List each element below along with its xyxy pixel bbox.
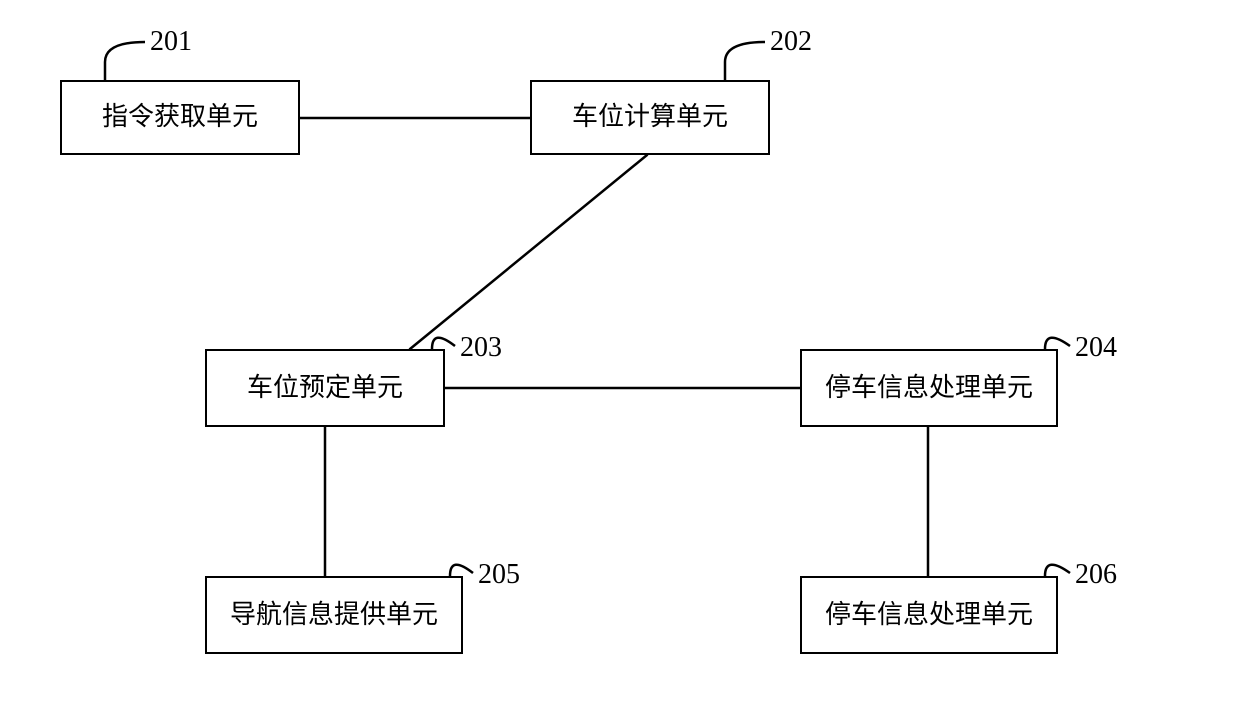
callout-hook-205 (450, 565, 473, 576)
node-label: 导航信息提供单元 (224, 595, 444, 636)
node-instruction-acquisition-unit: 指令获取单元 (60, 80, 300, 155)
node-parking-info-processing-unit-b: 停车信息处理单元 (800, 576, 1058, 654)
node-navigation-info-providing-unit: 导航信息提供单元 (205, 576, 463, 654)
callout-hook-203 (432, 338, 455, 349)
callout-hook-204 (1045, 338, 1070, 349)
callout-205: 205 (478, 559, 520, 591)
edge-202-203 (410, 155, 647, 349)
node-parking-space-calc-unit: 车位计算单元 (530, 80, 770, 155)
callout-hook-202 (725, 42, 765, 80)
node-label: 指令获取单元 (96, 97, 264, 138)
node-parking-space-reservation-unit: 车位预定单元 (205, 349, 445, 427)
callout-202: 202 (770, 26, 812, 58)
callout-204: 204 (1075, 332, 1117, 364)
callout-hook-201 (105, 42, 145, 80)
node-label: 停车信息处理单元 (819, 595, 1039, 636)
node-parking-info-processing-unit-a: 停车信息处理单元 (800, 349, 1058, 427)
callout-201: 201 (150, 26, 192, 58)
callout-hook-206 (1045, 565, 1070, 576)
callout-206: 206 (1075, 559, 1117, 591)
node-label: 车位预定单元 (241, 368, 409, 409)
node-label: 车位计算单元 (566, 97, 734, 138)
node-label: 停车信息处理单元 (819, 368, 1039, 409)
callout-203: 203 (460, 332, 502, 364)
